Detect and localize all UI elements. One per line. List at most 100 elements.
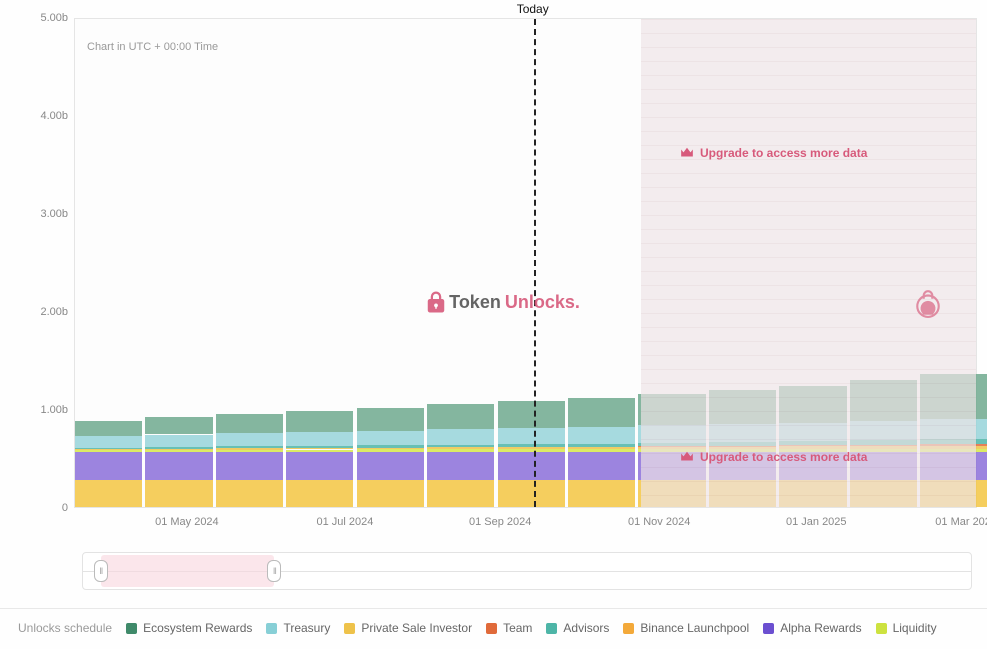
data-column[interactable] — [216, 414, 283, 507]
data-column[interactable] — [427, 404, 494, 507]
upgrade-text: Upgrade to access more data — [700, 450, 867, 464]
series-segment — [568, 449, 635, 451]
legend-item[interactable]: Ecosystem Rewards — [126, 621, 252, 635]
series-segment — [286, 450, 353, 452]
series-segment — [145, 417, 212, 434]
series-segment — [357, 448, 424, 450]
y-tick-label: 0 — [62, 502, 68, 514]
series-segment — [216, 450, 283, 452]
data-column[interactable] — [75, 421, 142, 507]
y-tick-label: 3.00b — [40, 208, 68, 220]
watermark-text-a: Token — [449, 292, 501, 313]
series-segment — [145, 480, 212, 507]
series-segment — [145, 435, 212, 448]
legend-item[interactable]: Liquidity — [876, 621, 937, 635]
series-segment — [357, 480, 424, 507]
series-segment — [427, 452, 494, 480]
series-segment — [145, 447, 212, 448]
lock-badge — [915, 288, 941, 318]
legend-item[interactable]: Private Sale Investor — [344, 621, 472, 635]
series-segment — [75, 450, 142, 452]
x-tick-label: 01 Jul 2024 — [316, 516, 373, 528]
series-segment — [498, 480, 565, 507]
series-segment — [75, 449, 142, 450]
range-handle-left[interactable]: II — [94, 560, 108, 582]
legend-swatch — [623, 623, 634, 634]
series-segment — [568, 452, 635, 480]
series-segment — [427, 480, 494, 507]
series-segment — [498, 452, 565, 480]
series-segment — [357, 445, 424, 447]
series-segment — [75, 452, 142, 480]
series-segment — [286, 411, 353, 432]
legend-item[interactable]: Alpha Rewards — [763, 621, 861, 635]
series-segment — [568, 427, 635, 444]
x-tick-label: 01 Nov 2024 — [628, 516, 690, 528]
y-tick-label: 5.00b — [40, 12, 68, 24]
legend-swatch — [763, 623, 774, 634]
range-handle-right[interactable]: II — [267, 560, 281, 582]
series-segment — [568, 447, 635, 449]
series-segment — [427, 447, 494, 449]
legend-swatch — [344, 623, 355, 634]
legend-label: Ecosystem Rewards — [143, 621, 252, 635]
range-selection[interactable] — [101, 555, 275, 587]
series-segment — [357, 449, 424, 451]
legend-swatch — [546, 623, 557, 634]
legend-title: Unlocks schedule — [18, 621, 112, 635]
lock-icon — [427, 291, 445, 313]
series-segment — [145, 449, 212, 450]
series-segment — [498, 449, 565, 451]
series-segment — [427, 429, 494, 444]
data-column[interactable] — [286, 411, 353, 507]
series-segment — [216, 433, 283, 446]
series-segment — [216, 446, 283, 448]
legend-item[interactable]: Advisors — [546, 621, 609, 635]
data-column[interactable] — [145, 417, 212, 507]
locked-stripes-pattern — [641, 19, 976, 507]
upgrade-badge[interactable]: Upgrade to access more data — [680, 146, 867, 160]
series-segment — [357, 452, 424, 480]
legend-item[interactable]: Binance Launchpool — [623, 621, 749, 635]
series-segment — [286, 448, 353, 450]
series-segment — [427, 449, 494, 451]
today-label: Today — [517, 2, 549, 16]
legend-item[interactable]: Team — [486, 621, 532, 635]
series-segment — [75, 448, 142, 449]
data-column[interactable] — [357, 408, 424, 507]
series-segment — [75, 421, 142, 436]
series-segment — [427, 445, 494, 448]
series-segment — [216, 480, 283, 507]
watermark-text-b: Unlocks. — [505, 292, 580, 313]
upgrade-badge[interactable]: Upgrade to access more data — [680, 450, 867, 464]
legend-label: Binance Launchpool — [640, 621, 749, 635]
series-segment — [286, 480, 353, 507]
series-segment — [216, 448, 283, 449]
x-tick-label: 01 May 2024 — [155, 516, 219, 528]
y-tick-label: 1.00b — [40, 404, 68, 416]
data-column[interactable] — [498, 401, 565, 507]
time-range-slider[interactable]: II II — [82, 552, 972, 590]
series-segment — [498, 401, 565, 428]
series-segment — [75, 480, 142, 507]
tokenunlocks-watermark: TokenUnlocks. — [427, 291, 580, 313]
series-segment — [286, 452, 353, 480]
legend-item[interactable]: Treasury — [266, 621, 330, 635]
chart-plot-area: Chart in UTC + 00:00 Time TokenUnlocks. … — [74, 18, 977, 508]
series-segment — [216, 414, 283, 433]
legend-swatch — [876, 623, 887, 634]
crown-icon — [680, 147, 694, 159]
data-column[interactable] — [568, 398, 635, 507]
series-segment — [498, 444, 565, 447]
x-tick-label: 01 Jan 2025 — [786, 516, 847, 528]
x-tick-label: 01 Mar 2025 — [935, 516, 987, 528]
legend-label: Treasury — [283, 621, 330, 635]
y-axis: 01.00b2.00b3.00b4.00b5.00b — [34, 18, 74, 508]
x-tick-label: 01 Sep 2024 — [469, 516, 531, 528]
series-segment — [568, 444, 635, 447]
legend: Unlocks schedule Ecosystem Rewards Treasu… — [0, 608, 987, 635]
legend-label: Private Sale Investor — [361, 621, 472, 635]
series-segment — [498, 428, 565, 444]
y-tick-label: 2.00b — [40, 306, 68, 318]
series-segment — [75, 436, 142, 448]
